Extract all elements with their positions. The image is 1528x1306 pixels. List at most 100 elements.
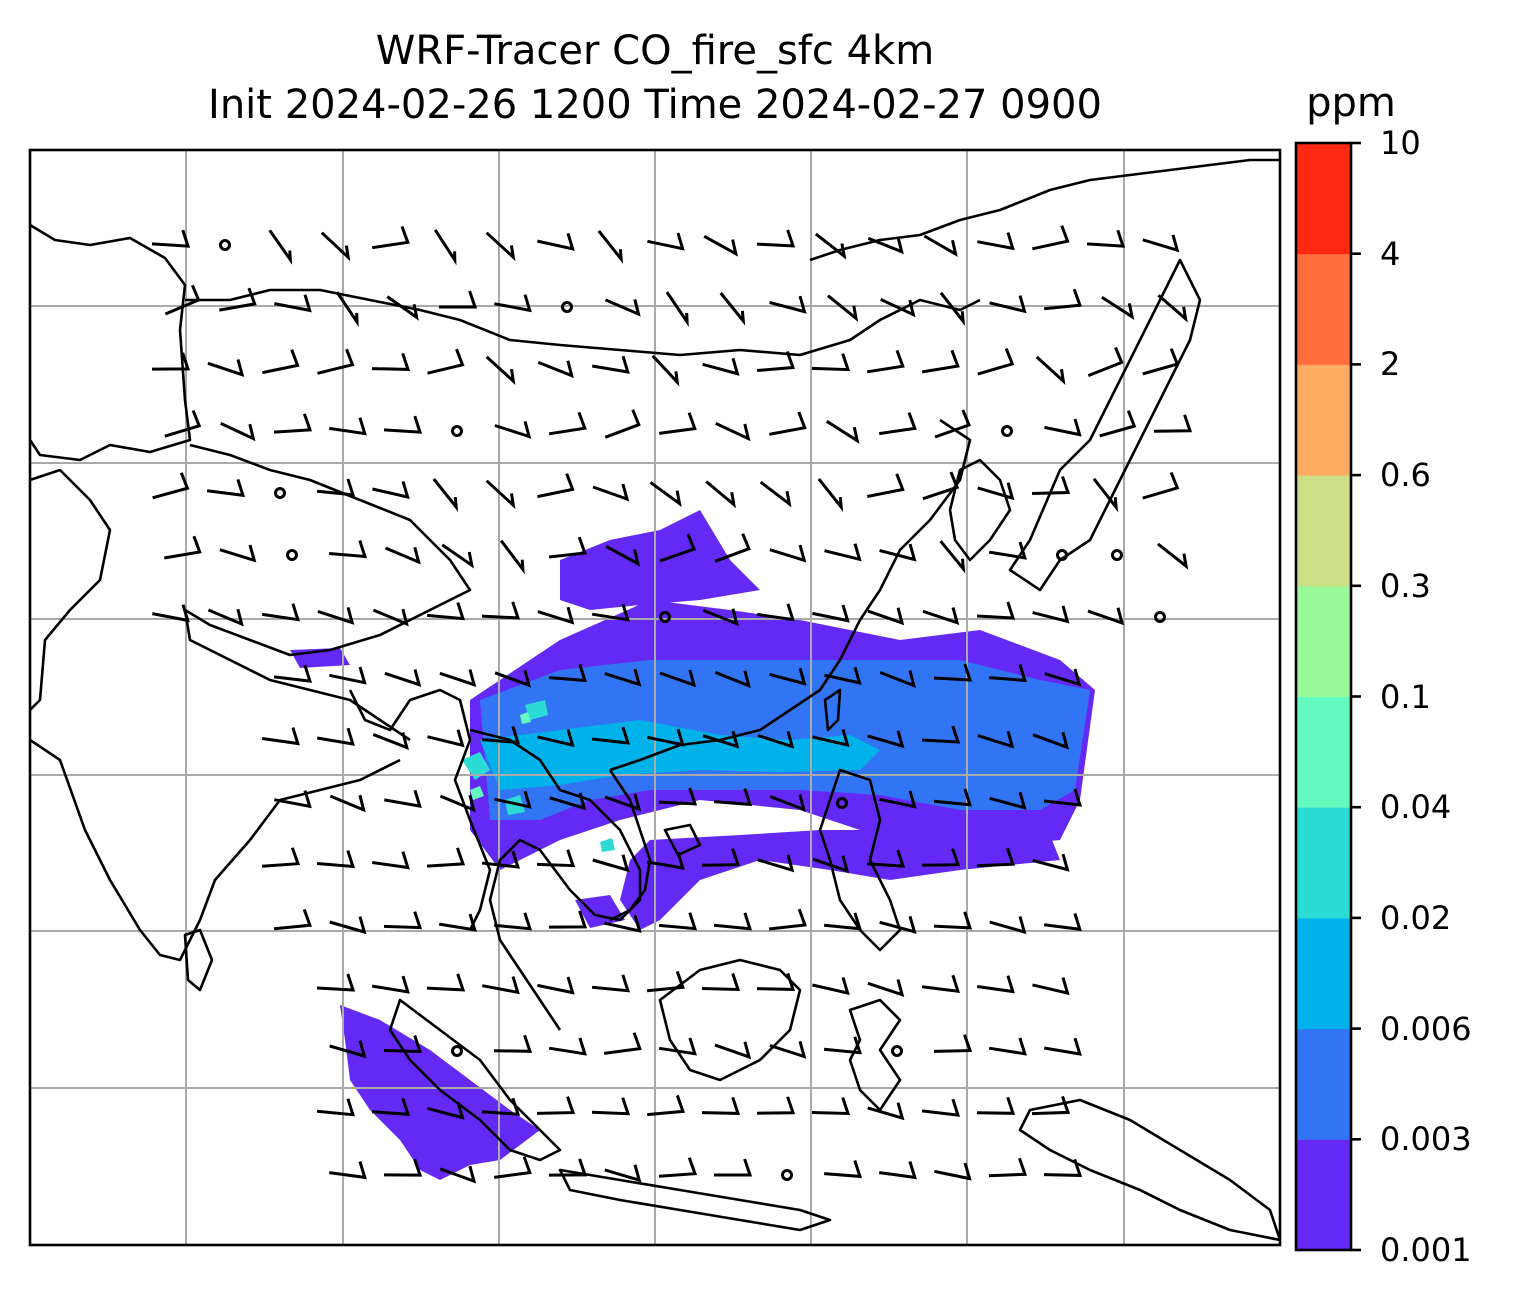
wind-barb: [316, 727, 355, 746]
wind-barb: [386, 295, 419, 321]
wind-barb: [811, 1097, 851, 1116]
wind-barb: [769, 411, 807, 436]
wind-barb: [1032, 731, 1070, 750]
wind-barb: [537, 473, 575, 499]
wind-barb: [268, 229, 293, 265]
calm-wind-marker: [451, 425, 463, 437]
west-border: [30, 468, 112, 711]
wind-barb: [426, 973, 466, 992]
wind-barb: [756, 351, 795, 372]
wind-barb: [651, 354, 680, 387]
wind-barb: [812, 604, 850, 623]
wind-barb: [328, 417, 367, 436]
bangladesh-myanmar: [348, 688, 492, 931]
colorbar-unit-label: ppm: [1306, 80, 1396, 126]
wind-barb: [823, 912, 863, 931]
wind-barb: [977, 730, 1015, 749]
wind-barb: [329, 666, 367, 685]
wind-barb: [604, 298, 641, 317]
wind-barb: [548, 1158, 588, 1177]
wind-barb: [977, 482, 1015, 501]
wind-barb: [812, 976, 850, 996]
map-title-line-1: WRF-Tracer CO_fire_sfc 4km: [375, 28, 935, 74]
wind-barb: [714, 533, 751, 563]
wind-barb: [537, 606, 575, 625]
wind-barb: [1031, 1095, 1071, 1116]
wind-barb: [261, 847, 301, 868]
wind-barb: [328, 1161, 367, 1180]
wind-barb: [1043, 1037, 1082, 1056]
calm-wind-marker: [1154, 611, 1166, 623]
wind-barb: [866, 349, 905, 374]
new-guinea: [1018, 1098, 1280, 1242]
wind-barb: [988, 541, 1027, 560]
wind-barb: [939, 291, 965, 327]
speckle-5: [470, 786, 484, 800]
wind-barb: [493, 1156, 532, 1179]
wind-barb: [1087, 607, 1125, 626]
colorbar-segment: [1296, 696, 1351, 808]
india-coast: [30, 738, 401, 962]
wind-barb: [485, 479, 516, 510]
wind-barb: [867, 979, 905, 998]
speckle-1: [462, 752, 490, 780]
wind-barb: [537, 360, 574, 379]
wind-barb: [921, 349, 960, 374]
wind-barb: [977, 232, 1015, 251]
wind-barb: [825, 420, 860, 444]
wind-barb: [329, 1040, 367, 1059]
wind-barb: [481, 850, 521, 869]
wind-barb: [649, 481, 682, 508]
wind-barb: [665, 291, 689, 328]
wind-barb: [658, 1037, 697, 1056]
wind-barb: [658, 912, 698, 931]
wind-barb: [494, 294, 532, 313]
wind-barb: [1043, 788, 1083, 807]
wind-barb: [1142, 348, 1180, 376]
borneo: [658, 958, 802, 1082]
wind-barb: [219, 544, 257, 563]
wind-barb: [827, 294, 859, 322]
wind-barb: [273, 908, 312, 931]
himalaya-border: [183, 443, 472, 742]
wind-barb: [261, 603, 300, 622]
wind-barb: [427, 1101, 465, 1120]
wind-barb: [867, 730, 905, 749]
wind-barb: [768, 908, 807, 931]
wind-barb: [499, 539, 525, 575]
co-plume-high: [480, 720, 880, 790]
wind-barb: [384, 669, 422, 688]
wind-barb: [756, 972, 796, 991]
wind-barb: [714, 1041, 752, 1060]
speckle-3: [525, 700, 548, 720]
wind-barb: [921, 848, 961, 867]
wind-barb: [537, 976, 575, 995]
calm-wind-marker: [781, 1169, 793, 1181]
wind-barb: [989, 791, 1027, 810]
wind-barb: [1031, 476, 1071, 495]
wind-barb: [989, 916, 1027, 935]
wind-barb: [701, 973, 741, 992]
wind-barb: [977, 348, 1015, 376]
co-plume-speckles-green: [470, 712, 531, 800]
calm-wind-marker: [219, 239, 231, 251]
wind-barb: [823, 1160, 863, 1179]
wind-barb: [701, 848, 741, 867]
wind-barb: [371, 225, 410, 250]
wind-barb: [934, 1162, 972, 1181]
colorbar-tick-label: 0.1: [1380, 677, 1431, 716]
wind-barb: [757, 854, 795, 873]
calm-wind-marker: [891, 1045, 903, 1057]
colorbar-tick-label: 0.02: [1380, 898, 1452, 937]
wind-barb: [713, 788, 753, 807]
calm-wind-marker: [274, 487, 286, 499]
colorbar-segment: [1296, 807, 1351, 919]
wind-barb: [757, 730, 795, 749]
wind-barb: [207, 359, 245, 378]
wind-barb: [335, 291, 359, 328]
calm-wind-marker: [561, 301, 573, 313]
wind-barb: [988, 664, 1028, 683]
wind-barb: [432, 477, 459, 512]
wind-barb: [439, 669, 477, 688]
wind-barb: [756, 229, 796, 248]
